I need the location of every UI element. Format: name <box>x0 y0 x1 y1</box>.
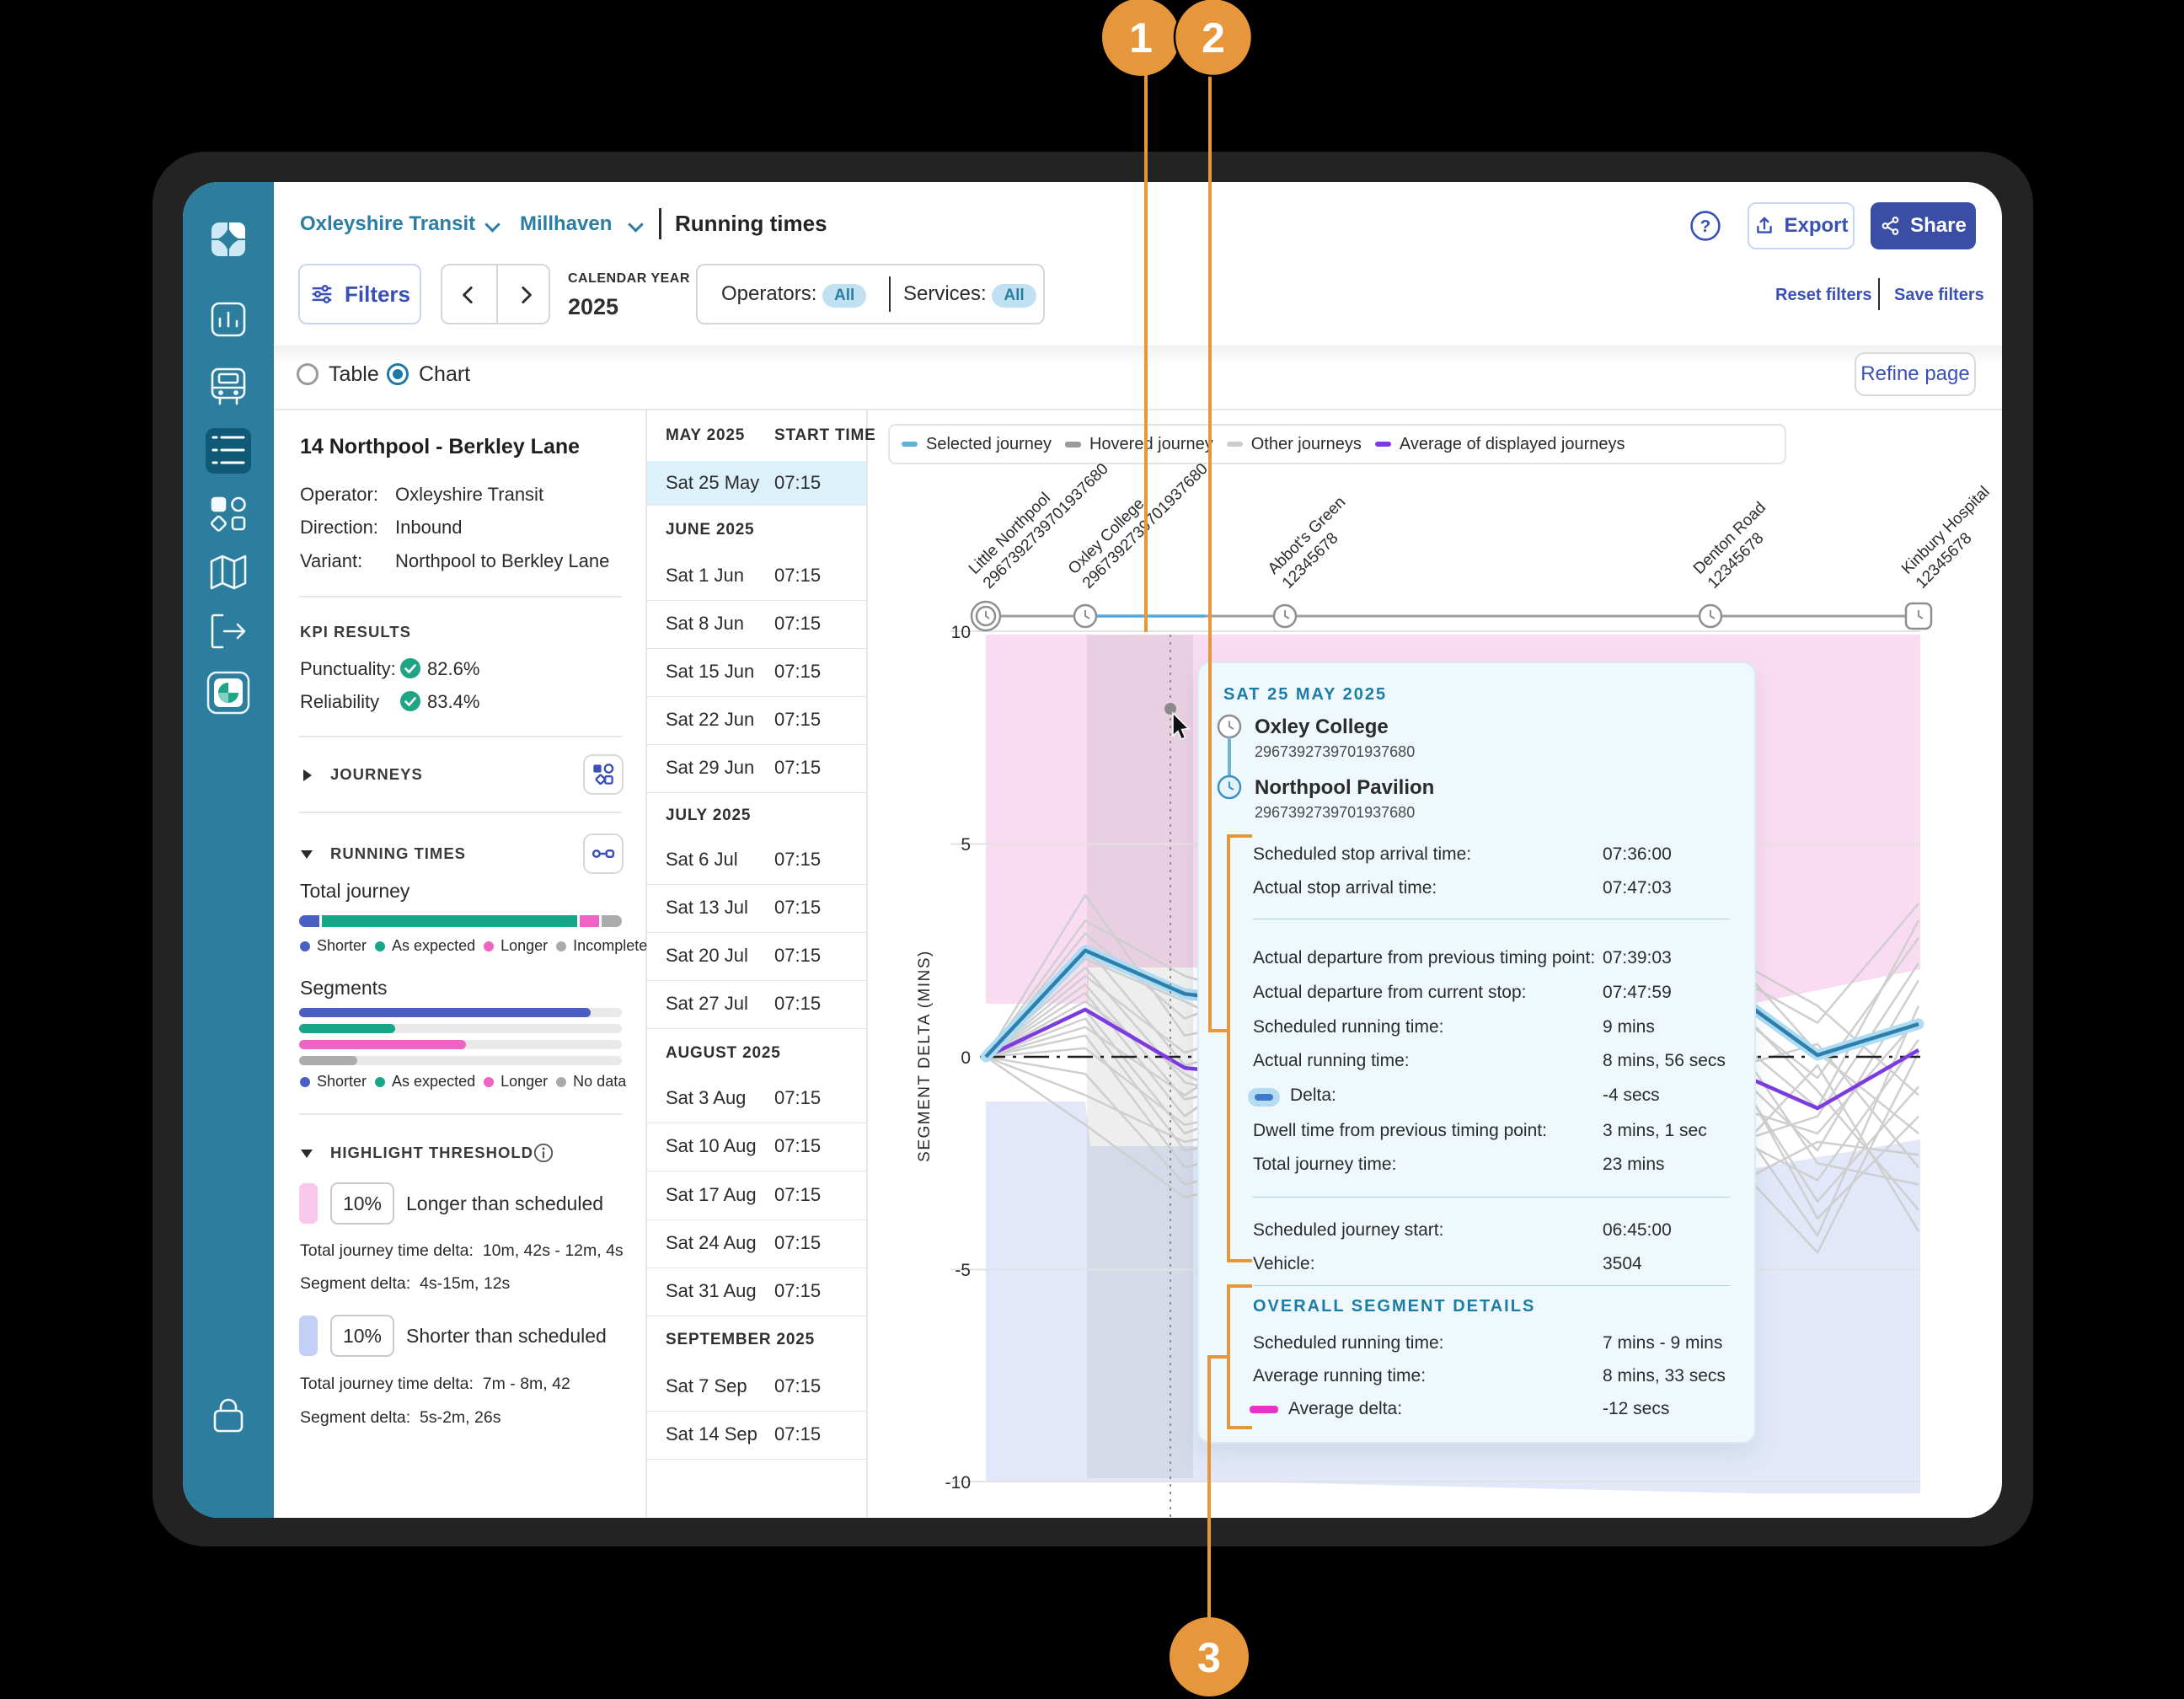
svg-text:5: 5 <box>961 835 971 855</box>
svg-text:-5: -5 <box>955 1261 971 1280</box>
svg-text:-10: -10 <box>945 1473 971 1493</box>
svg-text:SEGMENT DELTA (MINS): SEGMENT DELTA (MINS) <box>916 950 934 1162</box>
svg-text:?: ? <box>1700 217 1711 236</box>
svg-text:10: 10 <box>951 623 971 642</box>
svg-text:2: 2 <box>1202 14 1225 62</box>
svg-text:0: 0 <box>961 1048 971 1068</box>
svg-text:1: 1 <box>1129 14 1153 62</box>
svg-text:3: 3 <box>1197 1634 1221 1681</box>
